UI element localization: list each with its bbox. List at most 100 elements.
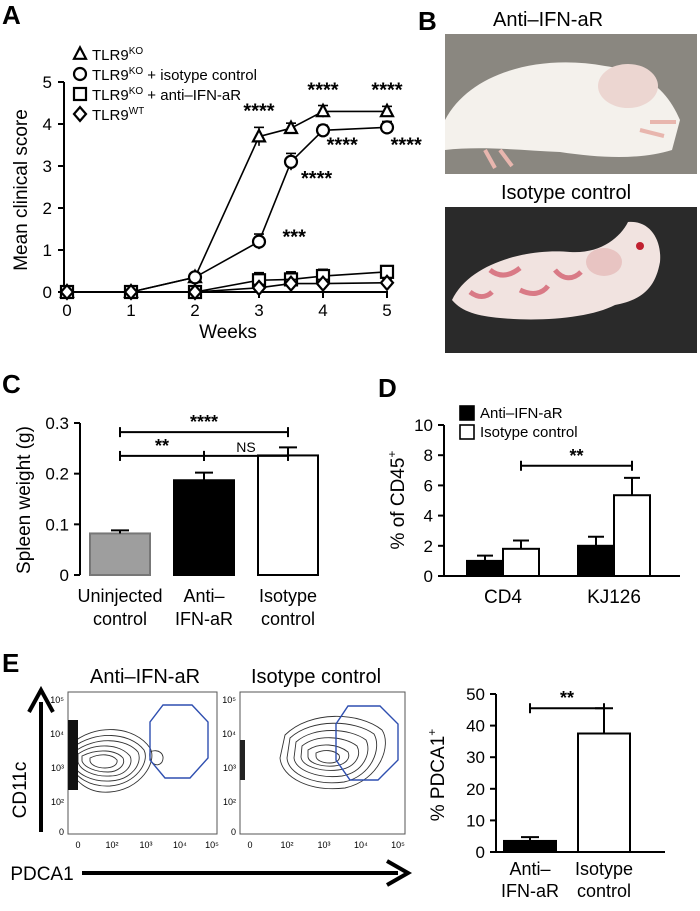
e-y-axis-label: CD11c xyxy=(10,762,31,819)
e-right-y-tick-label: 10² xyxy=(223,797,236,807)
e-contour-tick-labels: 10⁵ 10⁵ 10⁴ 10⁴ 10³ 10³ 10² 10² 0 0 0 0 10² 10² 10³ 10³… xyxy=(50,695,405,850)
e-bar-x-label: IFN-aR xyxy=(501,881,559,901)
mouse-ear-bottom xyxy=(586,248,622,276)
a-legend-marker xyxy=(72,45,88,60)
panel-label-c: C xyxy=(2,369,21,399)
a-legend-label-sup: KO xyxy=(129,86,144,97)
c-x-label: Anti– xyxy=(183,586,224,606)
a-legend-label: TLR9WT xyxy=(92,106,144,124)
e-bar xyxy=(503,839,557,854)
panel-label-a: A xyxy=(2,0,21,30)
a-annotations: ******** ******** *********** xyxy=(243,80,422,249)
e-right-contours xyxy=(279,715,386,790)
a-y-tick-label: 5 xyxy=(43,73,52,92)
a-significance-label: **** xyxy=(371,80,402,102)
c-significance-label: **** xyxy=(190,412,218,432)
a-series-group xyxy=(59,102,395,301)
a-legend-label-sup: KO xyxy=(129,46,144,57)
a-series-diamond xyxy=(59,274,395,301)
e-left-x-tick-label: 10⁴ xyxy=(173,840,187,850)
e-bar-y-tick-label: 30 xyxy=(466,748,485,767)
a-point xyxy=(315,275,331,293)
a-point xyxy=(315,102,331,118)
a-legend-label-base: TLR9 xyxy=(92,47,129,64)
a-significance-label: **** xyxy=(307,80,338,102)
d-y-tick-label: 8 xyxy=(424,446,433,465)
a-legend-label-base: TLR9 xyxy=(92,67,129,84)
a-significance-label: **** xyxy=(243,101,274,123)
a-x-ticks: 0 1 2 3 4 5 xyxy=(62,292,392,320)
a-legend-marker xyxy=(72,66,88,82)
e-bar-y-axis-label: % PDCA1+ xyxy=(425,729,449,822)
e-y-arrow-head xyxy=(27,685,55,713)
c-x-label: IFN-aR xyxy=(175,609,233,629)
e-right-axis-cluster xyxy=(240,740,245,780)
c-bar xyxy=(173,479,235,576)
a-y-axis-label: Mean clinical score xyxy=(11,109,32,271)
a-point xyxy=(379,274,395,292)
a-x-tick-label: 1 xyxy=(126,301,135,320)
d-bar xyxy=(502,547,540,578)
a-point xyxy=(379,120,395,135)
d-y-tick-label: 4 xyxy=(424,507,433,526)
e-left-x-tick-label: 0 xyxy=(75,840,80,850)
a-point xyxy=(187,283,203,301)
a-y-tick-label: 2 xyxy=(43,199,52,218)
e-left-x-tick-label: 10³ xyxy=(139,840,152,850)
e-right-x-tick-label: 10⁵ xyxy=(391,840,405,850)
e-left-y-tick-label: 0 xyxy=(59,827,64,837)
d-y-axis-label: % of CD45+ xyxy=(385,451,409,550)
mouse-paws-top xyxy=(483,120,676,169)
e-bar-y-tick-label: 10 xyxy=(466,811,485,830)
e-left-y-tick-label: 10² xyxy=(51,797,64,807)
a-x-tick-label: 0 xyxy=(62,301,71,320)
d-x-label: CD4 xyxy=(484,587,522,608)
d-y-ticks: 0 2 4 6 8 10 xyxy=(414,416,444,586)
c-x-label: control xyxy=(93,609,147,629)
a-point xyxy=(251,279,267,297)
a-series-line xyxy=(67,271,388,293)
a-legend-marker xyxy=(72,86,88,102)
panel-label-e: E xyxy=(2,648,19,678)
d-significance-label: ** xyxy=(569,446,583,466)
e-bar-x-label: Isotype xyxy=(575,859,633,879)
panel-c-bar-chart: 0 0.1 0.2 0.3 Spleen weight (g) Uninjected c… xyxy=(14,412,319,629)
c-significance-label: NS xyxy=(236,439,255,455)
a-legend-marker xyxy=(72,105,88,123)
c-x-label: Isotype xyxy=(259,586,317,606)
a-legend-label: TLR9KO xyxy=(92,46,143,64)
a-legend-label-sup: KO xyxy=(129,66,144,77)
e-bar-brackets: ** xyxy=(529,688,605,714)
e-left-title: Anti–IFN-aR xyxy=(90,666,200,688)
e-bar-y-ticks: 0 10 20 30 40 50 xyxy=(466,685,496,862)
a-point xyxy=(283,154,299,169)
c-y-tick-label: 0.2 xyxy=(45,465,69,484)
a-point xyxy=(123,283,139,301)
a-x-tick-label: 5 xyxy=(382,301,391,320)
mouse-eye-bottom xyxy=(636,242,644,250)
c-y-axis-label: Spleen weight (g) xyxy=(14,426,35,574)
e-x-axis-label: PDCA1 xyxy=(10,864,73,885)
d-bar xyxy=(613,494,651,577)
a-x-tick-label: 3 xyxy=(254,301,263,320)
e-right-y-tick-label: 10⁵ xyxy=(222,695,236,705)
d-legend-swatch xyxy=(459,424,475,440)
e-right-x-tick-label: 10⁴ xyxy=(354,840,368,850)
c-x-labels: Uninjected control Anti– IFN-aR Isotype contr… xyxy=(77,586,317,629)
a-point xyxy=(187,270,203,285)
c-bar xyxy=(257,454,319,576)
e-bar-y-tick-label: 40 xyxy=(466,717,485,736)
e-significance-label: ** xyxy=(560,688,574,708)
e-left-y-tick-label: 10⁴ xyxy=(50,729,64,739)
a-significance-label: *** xyxy=(283,227,307,249)
panel-d-bar-chart: 0 2 4 6 8 10 % of CD45+ CD4 KJ126 Anti–IFN-aR I… xyxy=(385,405,680,608)
c-bars xyxy=(89,446,319,576)
panel-label-d: D xyxy=(378,373,397,403)
a-legend-label-sup: WT xyxy=(129,106,145,117)
a-series-square xyxy=(59,264,395,300)
a-legend-label-suffix: + anti–IFN-aR xyxy=(143,87,241,104)
a-legend-label-base: TLR9 xyxy=(92,107,129,124)
